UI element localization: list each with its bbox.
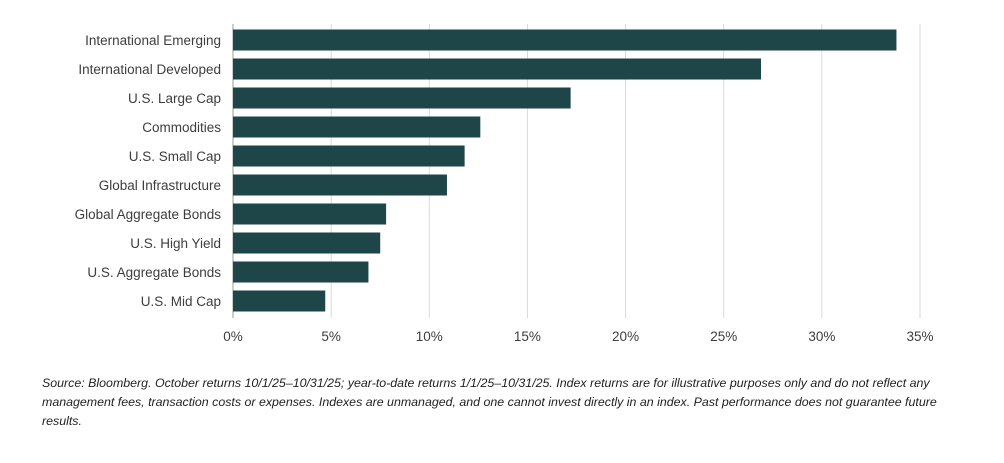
category-label: International Emerging <box>85 33 221 48</box>
category-labels: International Emerging International Deve… <box>75 33 222 309</box>
bar <box>233 87 571 109</box>
bar <box>233 145 465 167</box>
category-label: Global Aggregate Bonds <box>75 207 222 222</box>
x-tick-label: 35% <box>906 329 933 344</box>
bar <box>233 174 447 196</box>
bar <box>233 58 762 80</box>
x-tick-label: 10% <box>416 329 443 344</box>
bars <box>233 29 897 312</box>
bar <box>233 290 326 312</box>
bar <box>233 232 381 254</box>
bar <box>233 261 369 283</box>
bar-chart: International Emerging International Deve… <box>75 24 934 344</box>
category-label: U.S. Large Cap <box>128 91 221 106</box>
category-label: U.S. Aggregate Bonds <box>87 265 221 280</box>
x-tick-label: 5% <box>321 329 341 344</box>
category-label: International Developed <box>78 62 221 77</box>
x-axis-ticks: 0% 5% 10% 15% 20% 25% 30% 35% <box>223 329 933 344</box>
category-label: Commodities <box>142 120 221 135</box>
category-label: U.S. High Yield <box>130 236 221 251</box>
x-tick-label: 15% <box>514 329 541 344</box>
category-label: Global Infrastructure <box>99 178 221 193</box>
source-footnote: Source: Bloomberg. October returns 10/1/… <box>42 376 937 428</box>
x-tick-label: 20% <box>612 329 639 344</box>
bar <box>233 116 481 138</box>
bar <box>233 29 897 51</box>
category-label: U.S. Mid Cap <box>141 294 221 309</box>
x-tick-label: 0% <box>223 329 243 344</box>
bar <box>233 203 387 225</box>
x-tick-label: 30% <box>808 329 835 344</box>
category-label: U.S. Small Cap <box>129 149 221 164</box>
x-tick-label: 25% <box>710 329 737 344</box>
